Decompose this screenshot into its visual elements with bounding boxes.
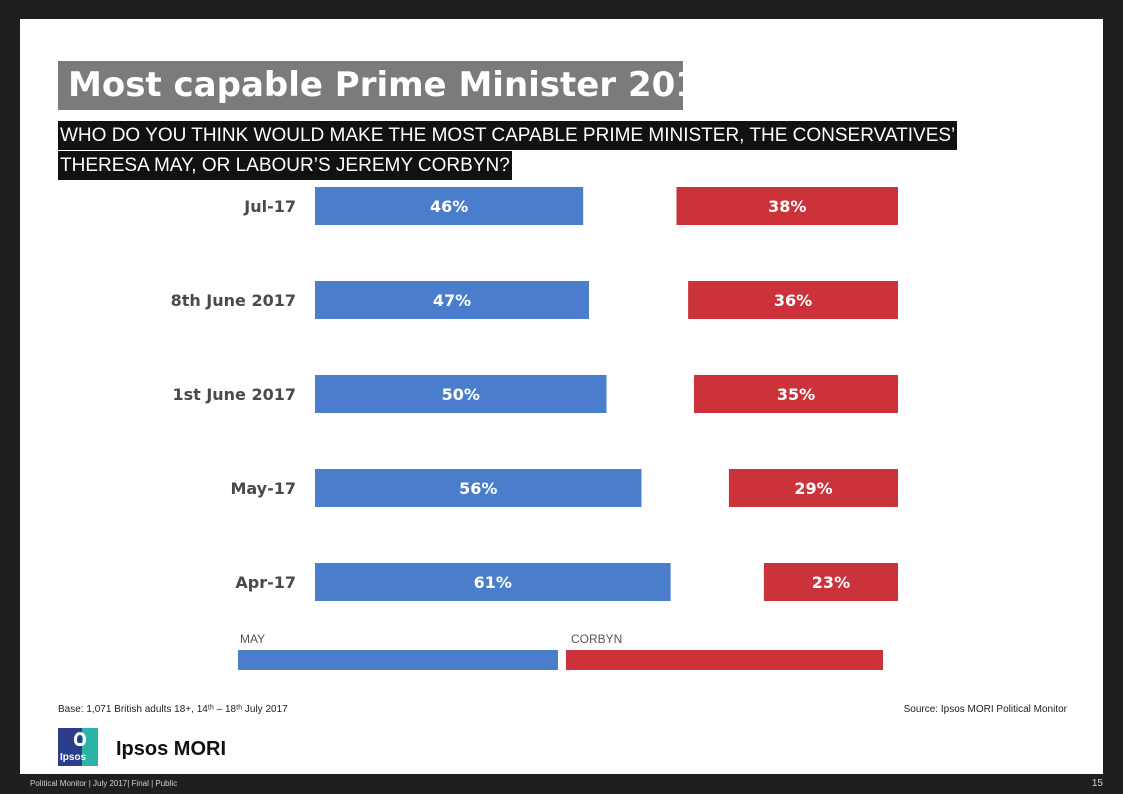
base-note: Base: 1,071 British adults 18+, 14ᵗʰ – 1… (58, 704, 288, 715)
may-bar (315, 563, 671, 601)
corbyn-bar-label: 29% (794, 479, 832, 498)
logo-text: Ipsos (60, 752, 87, 763)
corbyn-bar (676, 187, 898, 225)
footer-text: Political Monitor | July 2017| Final | P… (30, 779, 178, 788)
question-line-1: WHO DO YOU THINK WOULD MAKE THE MOST CAP… (58, 121, 958, 150)
logo-head-icon (74, 732, 86, 746)
may-bar-label: 47% (433, 291, 471, 310)
corbyn-bar (728, 469, 898, 507)
brand-name: Ipsos MORI (116, 738, 227, 760)
row-label: May-17 (230, 479, 296, 498)
legend-corbyn-swatch (566, 650, 883, 670)
may-bar-label: 61% (474, 573, 512, 592)
source-note: Source: Ipsos MORI Political Monitor (903, 704, 1067, 715)
corbyn-bar-label: 35% (777, 385, 815, 404)
corbyn-bar (693, 375, 898, 413)
corbyn-bar-label: 36% (774, 291, 812, 310)
row-label: 8th June 2017 (171, 291, 296, 310)
corbyn-bar (763, 563, 898, 601)
row-label: Jul-17 (243, 197, 296, 216)
legend-may-swatch (238, 650, 558, 670)
may-bar (315, 469, 642, 507)
corbyn-bar-label: 38% (768, 197, 806, 216)
ipsos-logo: Ipsos (58, 728, 98, 766)
may-bar-label: 50% (442, 385, 480, 404)
may-bar-label: 46% (430, 197, 468, 216)
may-bar (315, 187, 584, 225)
may-bar (315, 375, 607, 413)
corbyn-bar (688, 281, 898, 319)
row-label: Apr-17 (235, 573, 296, 592)
page-number: 15 (1091, 778, 1103, 789)
corbyn-bar-label: 23% (812, 573, 850, 592)
may-bar (315, 281, 590, 319)
legend-may-label: MAY (240, 632, 265, 646)
logo-teal-band (82, 728, 98, 766)
row-label: 1st June 2017 (172, 385, 296, 404)
may-bar-label: 56% (459, 479, 497, 498)
legend-corbyn-label: CORBYN (571, 632, 622, 646)
question-line-2: THERESA MAY, OR LABOUR’S JEREMY CORBYN? (58, 151, 512, 180)
slide-title: Most capable Prime Minister 2017 (58, 61, 723, 110)
